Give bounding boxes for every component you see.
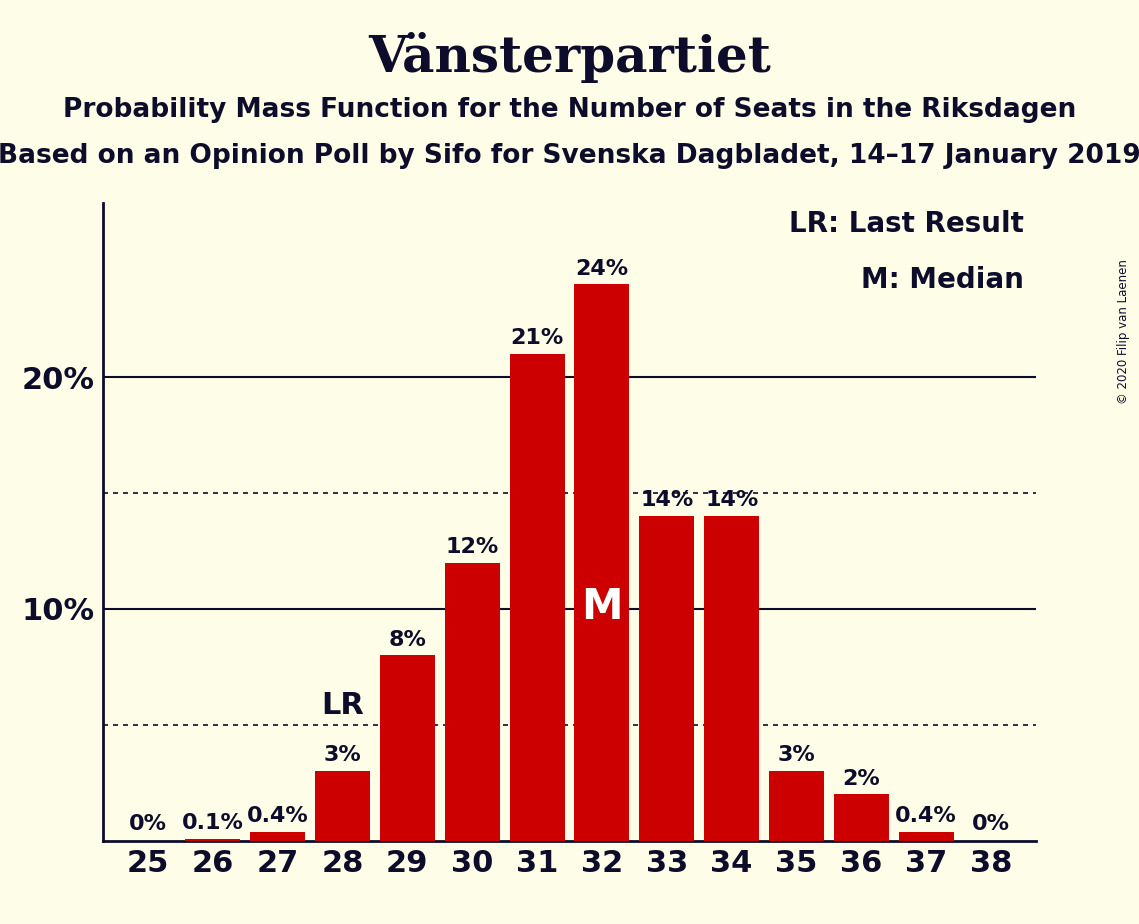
Text: 12%: 12% <box>445 537 499 557</box>
Text: 0.4%: 0.4% <box>895 806 957 826</box>
Text: M: Median: M: Median <box>861 266 1024 294</box>
Bar <box>251 832 305 841</box>
Bar <box>574 285 630 841</box>
Text: 3%: 3% <box>778 746 816 765</box>
Text: 2%: 2% <box>843 769 880 789</box>
Bar <box>186 838 240 841</box>
Bar <box>639 517 695 841</box>
Text: LR: Last Result: LR: Last Result <box>788 211 1024 238</box>
Text: Vänsterpartiet: Vänsterpartiet <box>368 32 771 83</box>
Bar <box>444 563 500 841</box>
Text: LR: LR <box>321 691 364 721</box>
Text: © 2020 Filip van Laenen: © 2020 Filip van Laenen <box>1117 259 1130 404</box>
Text: 14%: 14% <box>640 491 694 510</box>
Text: 14%: 14% <box>705 491 759 510</box>
Bar <box>899 832 953 841</box>
Bar <box>509 354 565 841</box>
Bar <box>769 772 825 841</box>
Text: 0%: 0% <box>972 814 1010 833</box>
Text: M: M <box>581 586 623 628</box>
Text: 3%: 3% <box>323 746 361 765</box>
Bar <box>379 655 435 841</box>
Text: Based on an Opinion Poll by Sifo for Svenska Dagbladet, 14–17 January 2019: Based on an Opinion Poll by Sifo for Sve… <box>0 143 1139 169</box>
Text: 8%: 8% <box>388 629 426 650</box>
Text: 0.4%: 0.4% <box>247 806 309 826</box>
Text: Probability Mass Function for the Number of Seats in the Riksdagen: Probability Mass Function for the Number… <box>63 97 1076 123</box>
Text: 0%: 0% <box>129 814 167 833</box>
Text: 24%: 24% <box>575 259 629 279</box>
Bar <box>314 772 370 841</box>
Bar <box>834 795 888 841</box>
Text: 0.1%: 0.1% <box>182 813 244 833</box>
Text: 21%: 21% <box>510 328 564 348</box>
Bar <box>704 517 760 841</box>
